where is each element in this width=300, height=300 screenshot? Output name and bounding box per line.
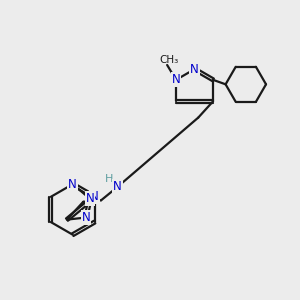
Text: N: N [85, 192, 94, 205]
Text: N: N [82, 211, 90, 224]
Text: N: N [190, 63, 199, 76]
Text: N: N [90, 190, 99, 203]
Text: N: N [113, 180, 122, 194]
Text: N: N [68, 178, 77, 191]
Text: CH₃: CH₃ [159, 55, 178, 64]
Text: N: N [172, 74, 180, 86]
Text: H: H [105, 174, 113, 184]
